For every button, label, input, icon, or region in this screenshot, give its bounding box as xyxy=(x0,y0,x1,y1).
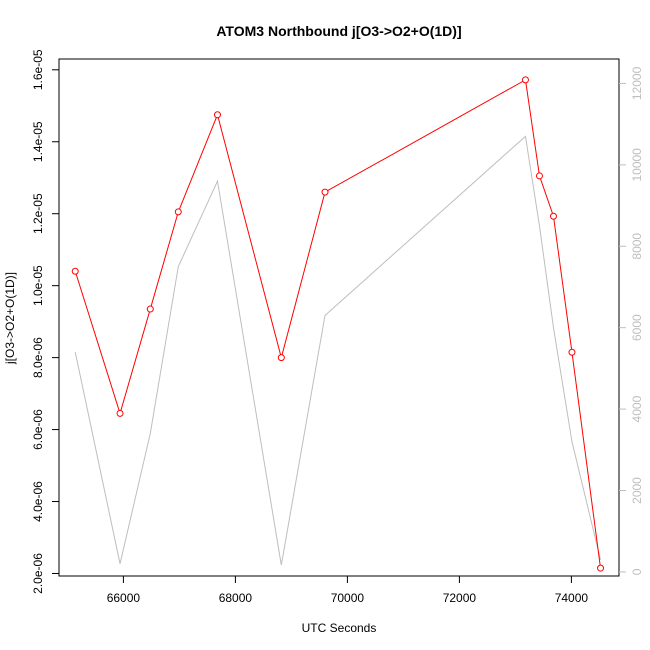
y-axis-label: j[O3->O2+O(1D)] xyxy=(3,272,17,365)
x-tick-label: 74000 xyxy=(555,591,589,605)
y2-tick-label: 6000 xyxy=(630,314,644,341)
x-tick-label: 68000 xyxy=(219,591,253,605)
series-layer xyxy=(71,76,605,572)
x-tick-label: 70000 xyxy=(331,591,365,605)
data-point xyxy=(549,212,557,220)
y-axis: 2.0e-06 4.0e-06 6.0e-06 8.0e-06 1.0e-05 1.2e-… xyxy=(31,49,59,594)
y-tick-label: 4.0e-06 xyxy=(31,481,45,522)
data-point xyxy=(116,409,124,417)
data-point xyxy=(71,267,79,275)
y2-tick-label: 10000 xyxy=(630,148,644,182)
y2-tick-label: 2000 xyxy=(630,477,644,504)
data-point xyxy=(535,172,543,180)
y2-axis: 0 2000 4000 6000 8000 10000 12000 xyxy=(619,66,644,575)
data-point xyxy=(321,188,329,196)
y2-tick-label: 12000 xyxy=(630,66,644,100)
series-line-red xyxy=(74,79,602,569)
y-tick-label: 1.0e-05 xyxy=(31,265,45,306)
x-tick-label: 72000 xyxy=(443,591,477,605)
x-axis-label: UTC Seconds xyxy=(302,621,377,635)
plot-frame xyxy=(58,58,620,577)
x-tick-label: 66000 xyxy=(107,591,141,605)
y2-tick-label: 4000 xyxy=(630,395,644,422)
data-point xyxy=(597,564,605,572)
y-tick-label: 1.6e-05 xyxy=(31,49,45,90)
chart-title: ATOM3 Northbound j[O3->O2+O(1D)] xyxy=(216,23,461,39)
y2-tick-label: 0 xyxy=(630,568,644,575)
data-point xyxy=(174,208,182,216)
y-tick-label: 6.0e-06 xyxy=(31,409,45,450)
y-tick-label: 8.0e-06 xyxy=(31,337,45,378)
data-point xyxy=(213,111,221,119)
y-tick-label: 2.0e-06 xyxy=(31,553,45,594)
y-tick-label: 1.4e-05 xyxy=(31,121,45,162)
data-point xyxy=(568,348,576,356)
y2-tick-label: 8000 xyxy=(630,233,644,260)
series-line-grey xyxy=(74,135,602,566)
data-point xyxy=(521,76,529,84)
data-point xyxy=(277,354,285,362)
data-point xyxy=(146,305,154,313)
x-axis: 66000 68000 70000 72000 74000 xyxy=(107,576,589,605)
y-tick-label: 1.2e-05 xyxy=(31,193,45,234)
